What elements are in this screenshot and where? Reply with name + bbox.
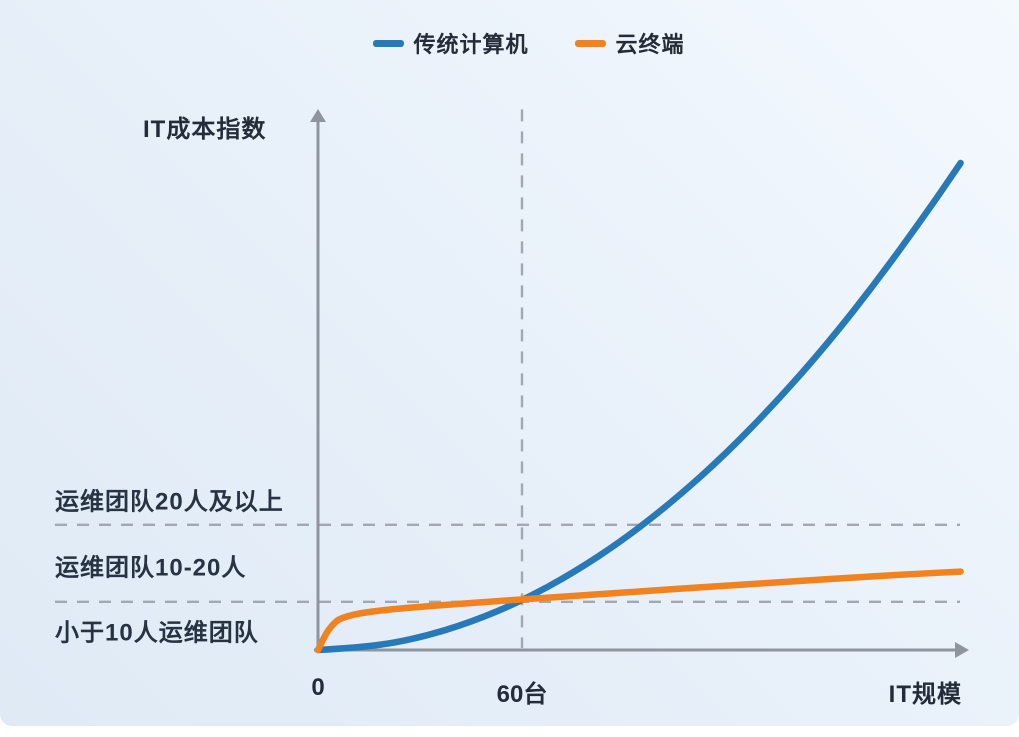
x-tick-0: 0 <box>311 674 325 701</box>
x-tick-60: 60台 <box>496 681 548 708</box>
legend-line-swatch-cloud-terminal-icon <box>574 39 606 47</box>
legend-item-cloud-terminal: 云终端 <box>574 27 685 59</box>
legend-label-traditional-pc: 传统计算机 <box>413 32 529 57</box>
y-axis-title: IT成本指数 <box>143 116 267 143</box>
series-line-traditional-pc <box>314 159 964 654</box>
x-axis-arrow-icon <box>955 642 969 658</box>
y-axis-arrow-icon <box>310 109 326 122</box>
zone-label-team-10-20: 运维团队10-20人 <box>55 554 247 582</box>
legend-label-cloud-terminal: 云终端 <box>615 32 685 57</box>
legend-line-swatch-traditional-pc-icon <box>372 39 404 47</box>
series-line-cloud-terminal <box>314 568 964 654</box>
legend: 传统计算机 云终端 <box>372 27 684 59</box>
legend-item-traditional-pc: 传统计算机 <box>372 27 528 59</box>
zone-label-team-under-10: 小于10人运维团队 <box>55 619 259 647</box>
zone-label-team-20-plus: 运维团队20人及以上 <box>55 488 284 516</box>
x-axis-title: IT规模 <box>888 681 962 708</box>
